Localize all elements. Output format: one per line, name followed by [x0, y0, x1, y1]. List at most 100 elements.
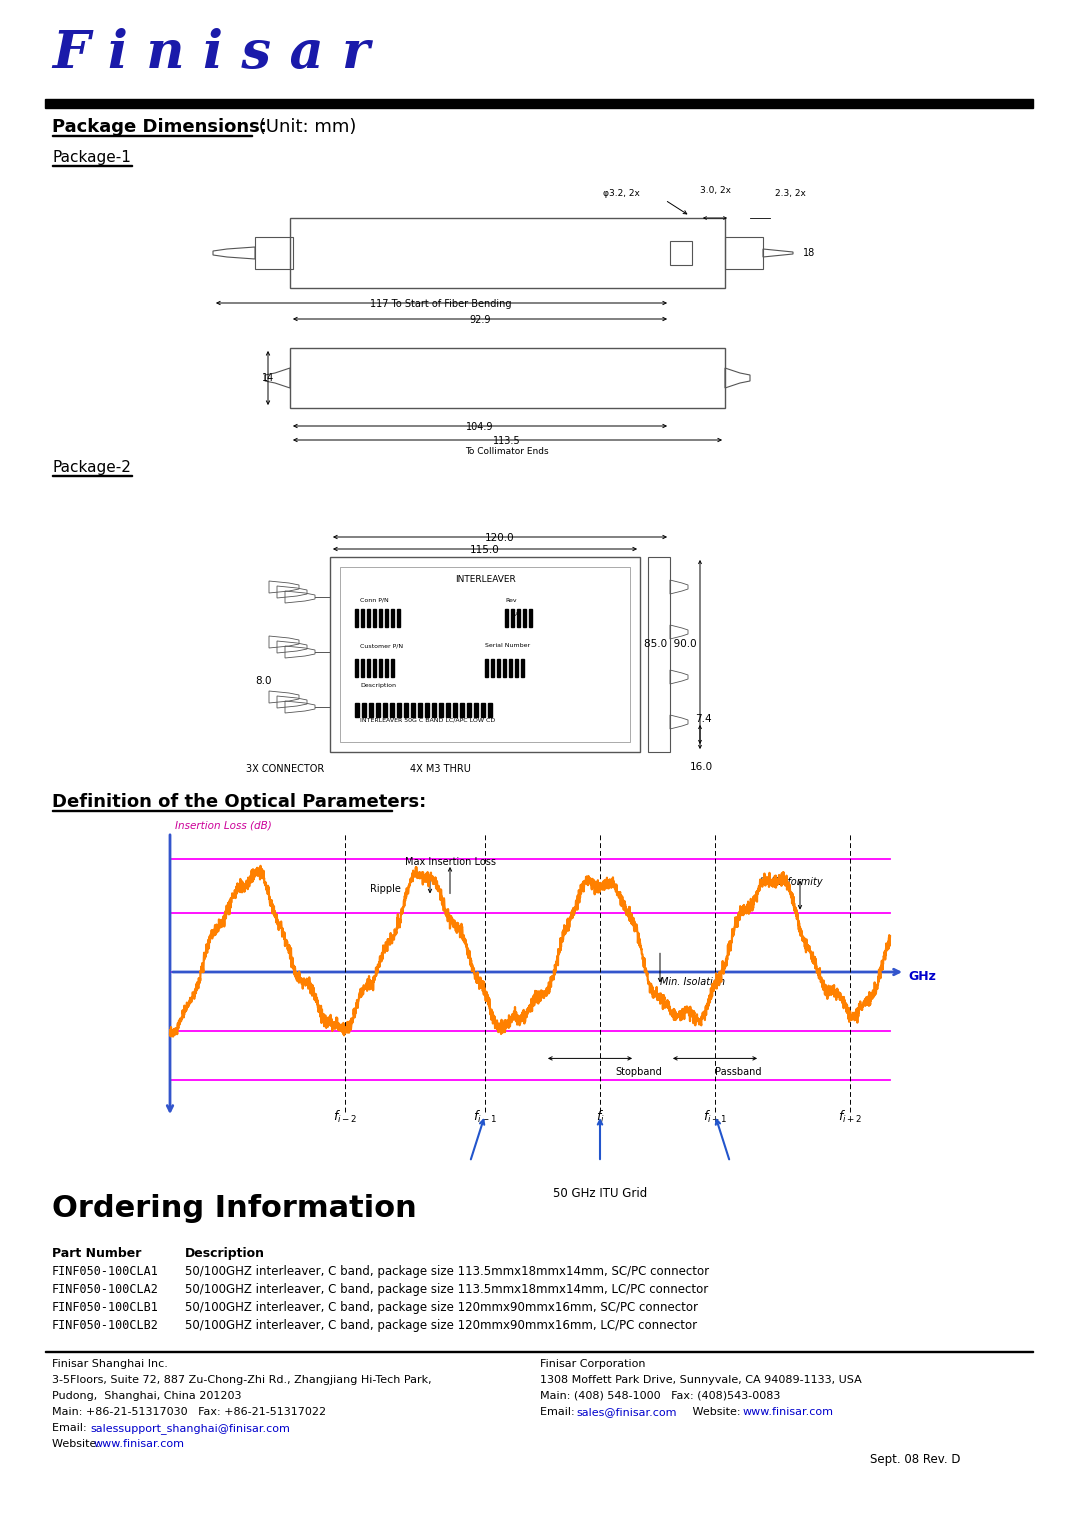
Text: salessupport_shanghai@finisar.com: salessupport_shanghai@finisar.com [90, 1423, 289, 1434]
Bar [509, 660, 512, 676]
Bar [505, 609, 508, 628]
Bar [411, 702, 415, 718]
Bar [515, 660, 518, 676]
Text: 120.0: 120.0 [485, 533, 515, 544]
Bar [523, 609, 526, 628]
Bar [438, 702, 443, 718]
Text: 113.5: 113.5 [494, 437, 521, 446]
Bar [355, 660, 357, 676]
Text: Main: +86-21-51317030   Fax: +86-21-51317022: Main: +86-21-51317030 Fax: +86-21-513170… [52, 1406, 326, 1417]
Text: Serial Number: Serial Number [485, 643, 530, 647]
Bar [491, 660, 494, 676]
Bar [384, 660, 388, 676]
Bar [390, 702, 394, 718]
Bar [511, 609, 514, 628]
Bar [432, 702, 436, 718]
Text: INTERLEAVER: INTERLEAVER [455, 576, 515, 583]
Text: Finisar Corporation: Finisar Corporation [540, 1359, 646, 1370]
Text: 50/100GHZ interleaver, C band, package size 120mmx90mmx16mm, LC/PC connector: 50/100GHZ interleaver, C band, package s… [185, 1319, 697, 1332]
Text: Main: (408) 548-1000   Fax: (408)543-0083: Main: (408) 548-1000 Fax: (408)543-0083 [540, 1391, 781, 1400]
Text: 50/100GHZ interleaver, C band, package size 113.5mmx18mmx14mm, LC/PC connector: 50/100GHZ interleaver, C band, package s… [185, 1283, 708, 1296]
Text: Part Number: Part Number [52, 1248, 141, 1260]
Bar [376, 702, 380, 718]
Bar [391, 660, 394, 676]
Text: Conn P/N: Conn P/N [360, 599, 389, 603]
Bar [517, 609, 519, 628]
Bar [481, 702, 485, 718]
Text: φ3.2, 2x: φ3.2, 2x [603, 189, 640, 199]
Bar [467, 702, 471, 718]
Text: 117 To Start of Fiber Bending: 117 To Start of Fiber Bending [370, 299, 512, 308]
Bar [45, 99, 1032, 108]
Text: Email:: Email: [52, 1423, 90, 1432]
Bar [488, 702, 492, 718]
Text: Stopband: Stopband [615, 1067, 662, 1077]
Text: Description: Description [185, 1248, 265, 1260]
Text: 3X CONNECTOR: 3X CONNECTOR [246, 764, 324, 774]
Text: Website:: Website: [681, 1406, 744, 1417]
Text: Passband: Passband [715, 1067, 761, 1077]
Text: $f_{i+2}$: $f_{i+2}$ [838, 1109, 862, 1125]
Text: FINF050-100CLA2: FINF050-100CLA2 [52, 1283, 159, 1296]
Text: To Collimator Ends: To Collimator Ends [465, 447, 549, 457]
Bar [446, 702, 450, 718]
Bar [379, 609, 382, 628]
Text: 3-5Floors, Suite 72, 887 Zu-Chong-Zhi Rd., Zhangjiang Hi-Tech Park,: 3-5Floors, Suite 72, 887 Zu-Chong-Zhi Rd… [52, 1374, 432, 1385]
Bar [355, 702, 359, 718]
Text: 18: 18 [804, 247, 815, 258]
Bar [330, 557, 640, 751]
Text: FINF050-100CLB1: FINF050-100CLB1 [52, 1301, 159, 1315]
Bar [291, 348, 725, 408]
Bar [426, 702, 429, 718]
Text: www.finisar.com: www.finisar.com [94, 1438, 185, 1449]
Text: FINF050-100CLA1: FINF050-100CLA1 [52, 1264, 159, 1278]
Text: Rev: Rev [505, 599, 516, 603]
Bar [367, 609, 370, 628]
Bar [383, 702, 387, 718]
Text: Definition of the Optical Parameters:: Definition of the Optical Parameters: [52, 793, 427, 811]
Bar [255, 237, 293, 269]
Text: 104.9: 104.9 [467, 421, 494, 432]
Text: $f_{i+1}$: $f_{i+1}$ [703, 1109, 727, 1125]
Text: Package Dimensions:: Package Dimensions: [52, 118, 267, 136]
Text: Package-2: Package-2 [52, 460, 131, 475]
Text: 85.0  90.0: 85.0 90.0 [644, 638, 697, 649]
Bar [373, 660, 376, 676]
Text: Sept. 08 Rev. D: Sept. 08 Rev. D [870, 1454, 960, 1466]
Text: INTERLEAVER 50G C BAND LC/APC LOW CD: INTERLEAVER 50G C BAND LC/APC LOW CD [360, 718, 496, 722]
Text: 16.0: 16.0 [690, 762, 713, 773]
Text: Insertion Loss (dB): Insertion Loss (dB) [175, 822, 272, 831]
Text: 4X M3 THRU: 4X M3 THRU [410, 764, 471, 774]
Text: Pudong,  Shanghai, China 201203: Pudong, Shanghai, China 201203 [52, 1391, 242, 1400]
Text: www.finisar.com: www.finisar.com [743, 1406, 834, 1417]
Text: A: A [515, 612, 519, 617]
Bar [379, 660, 382, 676]
Bar [404, 702, 408, 718]
Bar [497, 660, 500, 676]
Text: 50/100GHZ interleaver, C band, package size 113.5mmx18mmx14mm, SC/PC connector: 50/100GHZ interleaver, C band, package s… [185, 1264, 710, 1278]
Bar [397, 702, 401, 718]
Text: 50 GHz ITU Grid: 50 GHz ITU Grid [553, 1186, 647, 1200]
Text: $f_{i-2}$: $f_{i-2}$ [333, 1109, 357, 1125]
Text: Finisar Shanghai Inc.: Finisar Shanghai Inc. [52, 1359, 167, 1370]
Text: Package-1: Package-1 [52, 150, 131, 165]
Bar [503, 660, 507, 676]
Text: 115.0: 115.0 [470, 545, 500, 554]
Text: 7.4: 7.4 [696, 715, 712, 724]
Bar [369, 702, 373, 718]
Bar [529, 609, 532, 628]
Text: 50/100GHZ interleaver, C band, package size 120mmx90mmx16mm, SC/PC connector: 50/100GHZ interleaver, C band, package s… [185, 1301, 698, 1315]
Text: (Unit: mm): (Unit: mm) [253, 118, 356, 136]
Text: Ordering Information: Ordering Information [52, 1194, 417, 1223]
Text: 92.9: 92.9 [469, 315, 490, 325]
Text: sales@finisar.com: sales@finisar.com [576, 1406, 676, 1417]
Bar [648, 557, 670, 751]
Text: Email:: Email: [540, 1406, 578, 1417]
Bar [521, 660, 524, 676]
Text: Website:: Website: [52, 1438, 104, 1449]
Text: 1308 Moffett Park Drive, Sunnyvale, CA 94089-1133, USA: 1308 Moffett Park Drive, Sunnyvale, CA 9… [540, 1374, 862, 1385]
Bar [397, 609, 400, 628]
Text: Min. Isolation: Min. Isolation [660, 977, 725, 986]
Bar [291, 218, 725, 289]
Text: Customer P/N: Customer P/N [360, 643, 403, 647]
